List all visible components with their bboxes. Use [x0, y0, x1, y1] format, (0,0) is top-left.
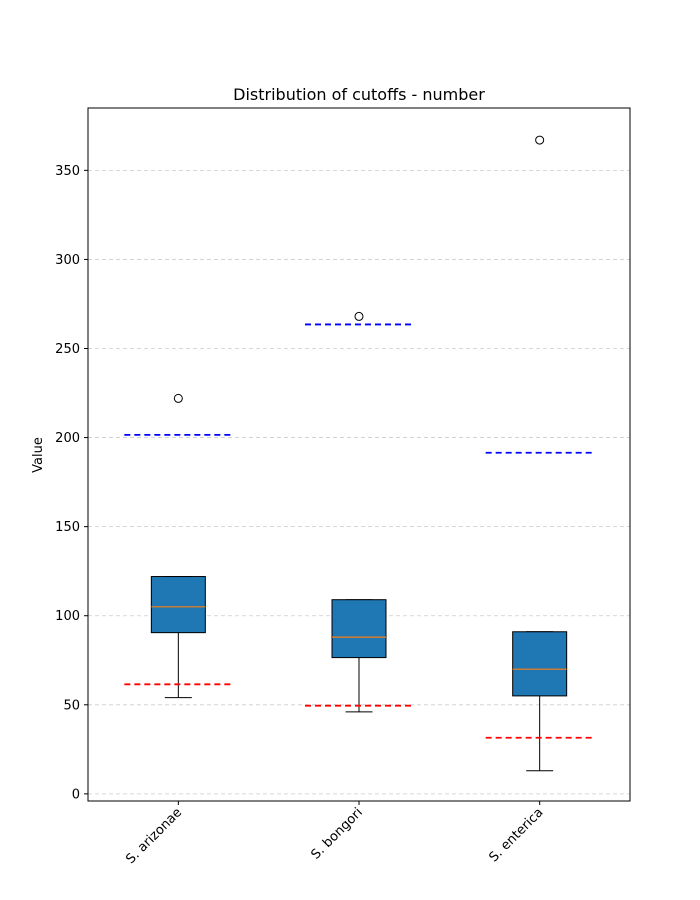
y-tick-label: 250 [55, 342, 80, 357]
y-tick-label: 50 [63, 698, 80, 713]
box [150, 576, 206, 634]
y-axis-label: Value [31, 437, 46, 473]
x-tick-label: S. arizonae [123, 805, 185, 867]
y-tick-label: 200 [55, 431, 80, 446]
y-tick-label: 100 [55, 609, 80, 624]
box-group [124, 393, 233, 699]
y-tick-label: 300 [55, 253, 80, 268]
x-tick-label: S. bongori [308, 805, 365, 862]
y-axis-ticks: 0 50 100 150 200 250 300 350 [55, 164, 88, 802]
boxes [124, 135, 594, 772]
y-tick-label: 150 [55, 520, 80, 535]
x-axis-ticks: S. arizonae S. bongori S. enterica [123, 801, 546, 867]
outlier-point [535, 135, 545, 145]
box [512, 631, 568, 697]
plot-frame [87, 107, 631, 802]
y-tick-label: 0 [72, 787, 80, 802]
outlier-point [354, 311, 364, 321]
chart-title: Distribution of cutoffs - number [233, 85, 485, 104]
outlier-point [173, 393, 183, 403]
box [331, 599, 387, 659]
x-tick-label: S. enterica [486, 805, 546, 865]
y-tick-label: 350 [55, 164, 80, 179]
box-group [305, 311, 413, 713]
box-group [485, 135, 594, 772]
